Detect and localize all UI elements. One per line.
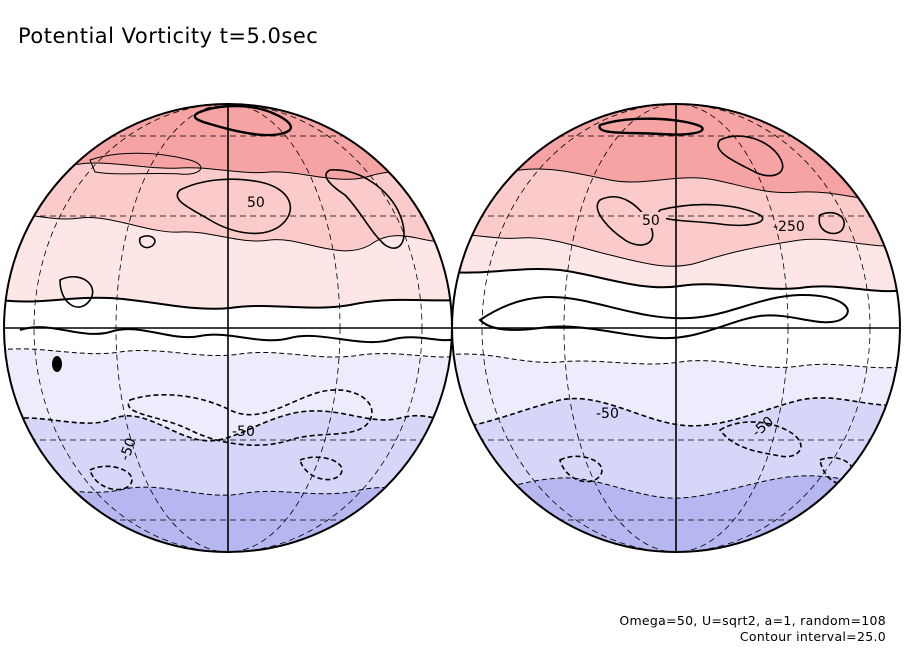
contour-label-left-pos: 50	[247, 195, 265, 211]
plot-footer: Omega=50, U=sqrt2, a=1, random=108 Conto…	[619, 613, 886, 645]
right-hemisphere	[452, 104, 900, 552]
contour-interval-text: Contour interval=25.0	[739, 629, 886, 644]
right-globe-outline	[451, 103, 901, 553]
left-axes	[4, 104, 452, 552]
left-negative-contours	[4, 348, 452, 496]
contour-label-right-pos2: -250	[773, 219, 805, 235]
right-negative-contours	[452, 353, 900, 501]
negative-strong-band	[4, 487, 452, 552]
plot-title: Potential Vorticity t=5.0sec	[18, 24, 319, 48]
contour-label-right-pos1: 50	[642, 213, 660, 229]
contour-label-left-neg1: -50	[232, 424, 255, 440]
contour-label-right-neg1: -50	[596, 406, 619, 422]
parameters-text: Omega=50, U=sqrt2, a=1, random=108	[619, 613, 886, 628]
positive-strong-band	[4, 104, 452, 180]
left-vortex-dot	[52, 356, 62, 372]
right-axes	[452, 104, 900, 552]
contour-label-left-neg2: -50	[117, 436, 140, 463]
